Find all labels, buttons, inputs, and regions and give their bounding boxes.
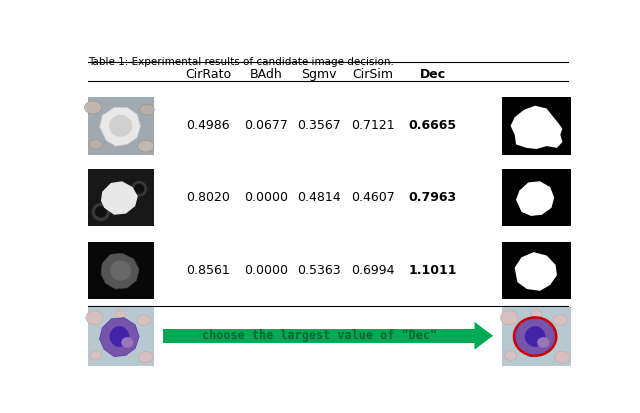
Bar [88, 169, 154, 226]
Ellipse shape [110, 261, 131, 281]
Ellipse shape [555, 351, 570, 363]
Ellipse shape [137, 315, 150, 325]
Bar [88, 307, 154, 366]
Ellipse shape [537, 337, 549, 348]
Text: 0.0000: 0.0000 [244, 191, 288, 204]
Bar [88, 242, 154, 299]
Polygon shape [511, 106, 563, 149]
Text: CirSim: CirSim [353, 68, 394, 81]
Ellipse shape [140, 104, 154, 115]
Polygon shape [515, 252, 557, 291]
Polygon shape [101, 253, 139, 289]
Ellipse shape [504, 351, 516, 360]
Text: choose the largest value of "Dec": choose the largest value of "Dec" [202, 329, 437, 342]
Text: 0.7121: 0.7121 [351, 119, 395, 133]
Text: BAdh: BAdh [250, 68, 282, 81]
Ellipse shape [89, 140, 102, 149]
Ellipse shape [86, 311, 103, 325]
Circle shape [95, 206, 107, 218]
Polygon shape [516, 181, 554, 216]
Bar [88, 97, 154, 155]
Text: 0.0000: 0.0000 [244, 264, 288, 277]
Text: 0.8020: 0.8020 [186, 191, 230, 204]
Polygon shape [515, 318, 556, 356]
Text: 0.7963: 0.7963 [408, 191, 457, 204]
Text: 0.3567: 0.3567 [297, 119, 340, 133]
Ellipse shape [109, 326, 129, 347]
Circle shape [134, 183, 145, 194]
Text: Sgmv: Sgmv [301, 68, 337, 81]
Polygon shape [100, 318, 139, 356]
Text: 0.4814: 0.4814 [297, 191, 340, 204]
Ellipse shape [500, 311, 518, 325]
Polygon shape [474, 322, 493, 350]
Ellipse shape [122, 337, 133, 348]
Bar [502, 169, 571, 226]
Text: 0.4607: 0.4607 [351, 191, 395, 204]
Text: 0.4986: 0.4986 [186, 119, 230, 133]
Ellipse shape [90, 351, 102, 360]
Ellipse shape [138, 351, 153, 363]
Text: 0.0677: 0.0677 [244, 119, 288, 133]
Circle shape [131, 181, 147, 197]
Bar [502, 307, 571, 366]
Ellipse shape [554, 315, 567, 325]
Text: Dec: Dec [420, 68, 445, 81]
Polygon shape [101, 181, 138, 215]
Text: 0.6994: 0.6994 [351, 264, 395, 277]
Ellipse shape [531, 310, 542, 318]
Text: 1.1011: 1.1011 [408, 264, 457, 277]
Polygon shape [100, 107, 140, 146]
Ellipse shape [115, 310, 126, 318]
Ellipse shape [525, 326, 545, 347]
Text: Table 1: Experimental results of candidate image decision.: Table 1: Experimental results of candida… [88, 57, 394, 66]
Ellipse shape [109, 115, 132, 137]
Ellipse shape [138, 140, 154, 152]
Text: 0.8561: 0.8561 [186, 264, 230, 277]
Text: CirRato: CirRato [185, 68, 231, 81]
Bar [502, 97, 571, 155]
Ellipse shape [84, 101, 102, 114]
Text: 0.5363: 0.5363 [297, 264, 340, 277]
Bar [502, 242, 571, 299]
Circle shape [92, 203, 110, 221]
Text: 0.6665: 0.6665 [408, 119, 457, 133]
Bar [163, 329, 476, 343]
